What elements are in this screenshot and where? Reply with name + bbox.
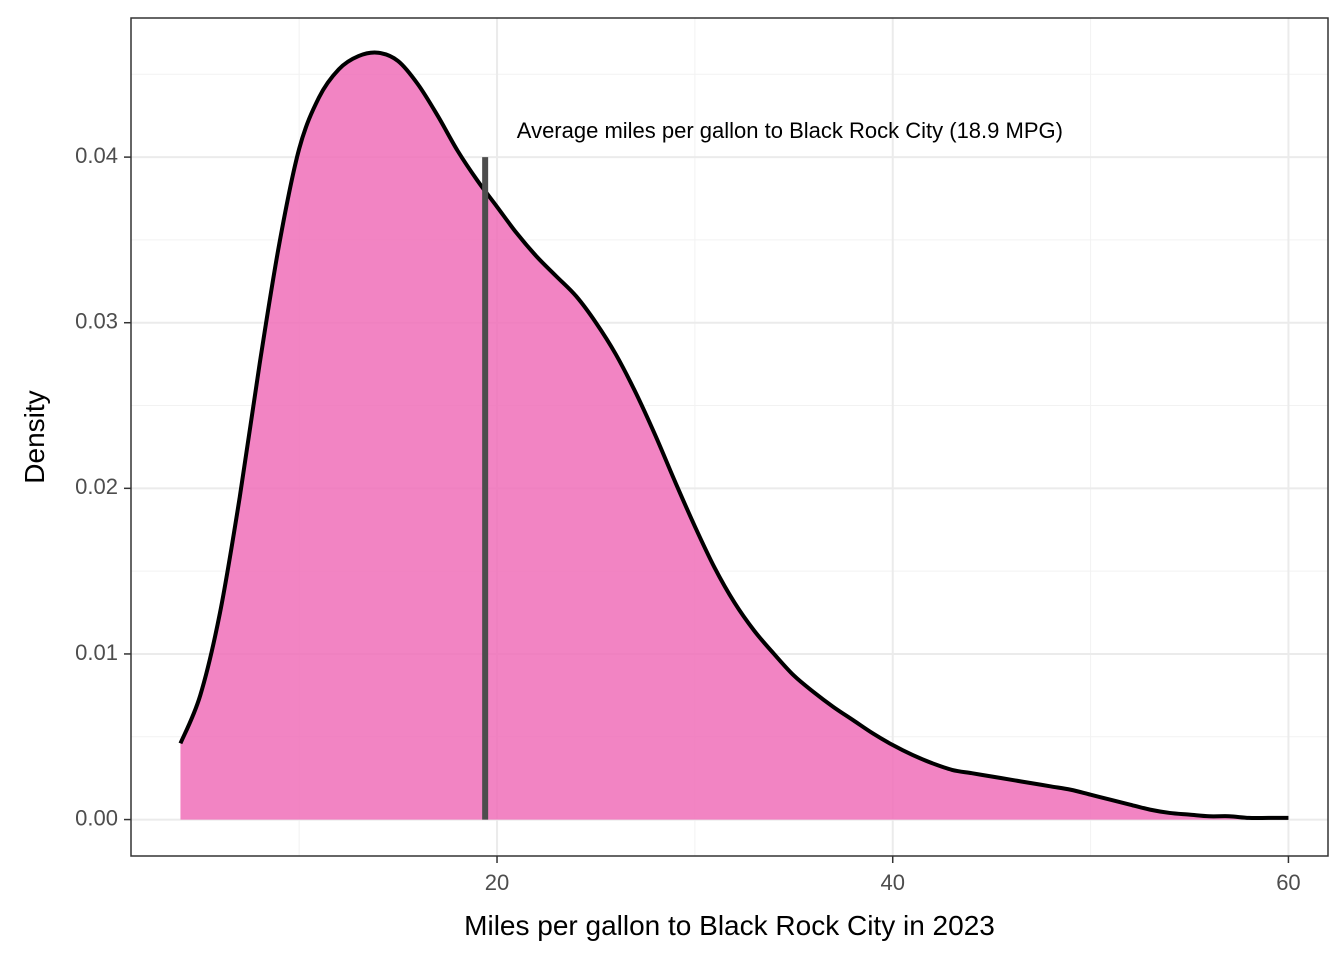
panel-border [130,17,1329,857]
x-tick-label-2: 60 [1276,870,1300,895]
density-line [178,50,1289,821]
density-area [180,52,1289,820]
x-tick-label-0: 20 [485,870,509,895]
y-axis-title: Density [19,390,50,483]
y-tick-label-0: 0.00 [75,805,118,830]
y-axis: 0.00 0.01 0.02 0.03 0.04 [75,143,131,830]
average-annotation: Average miles per gallon to Black Rock C… [517,118,1063,143]
y-tick-label-2: 0.02 [75,474,118,499]
y-tick-label-4: 0.04 [75,143,118,168]
x-axis-title: Miles per gallon to Black Rock City in 2… [464,910,995,941]
x-tick-label-1: 40 [880,870,904,895]
x-axis: 20 40 60 [485,856,1301,895]
y-tick-label-1: 0.01 [75,640,118,665]
y-tick-label-3: 0.03 [75,309,118,334]
